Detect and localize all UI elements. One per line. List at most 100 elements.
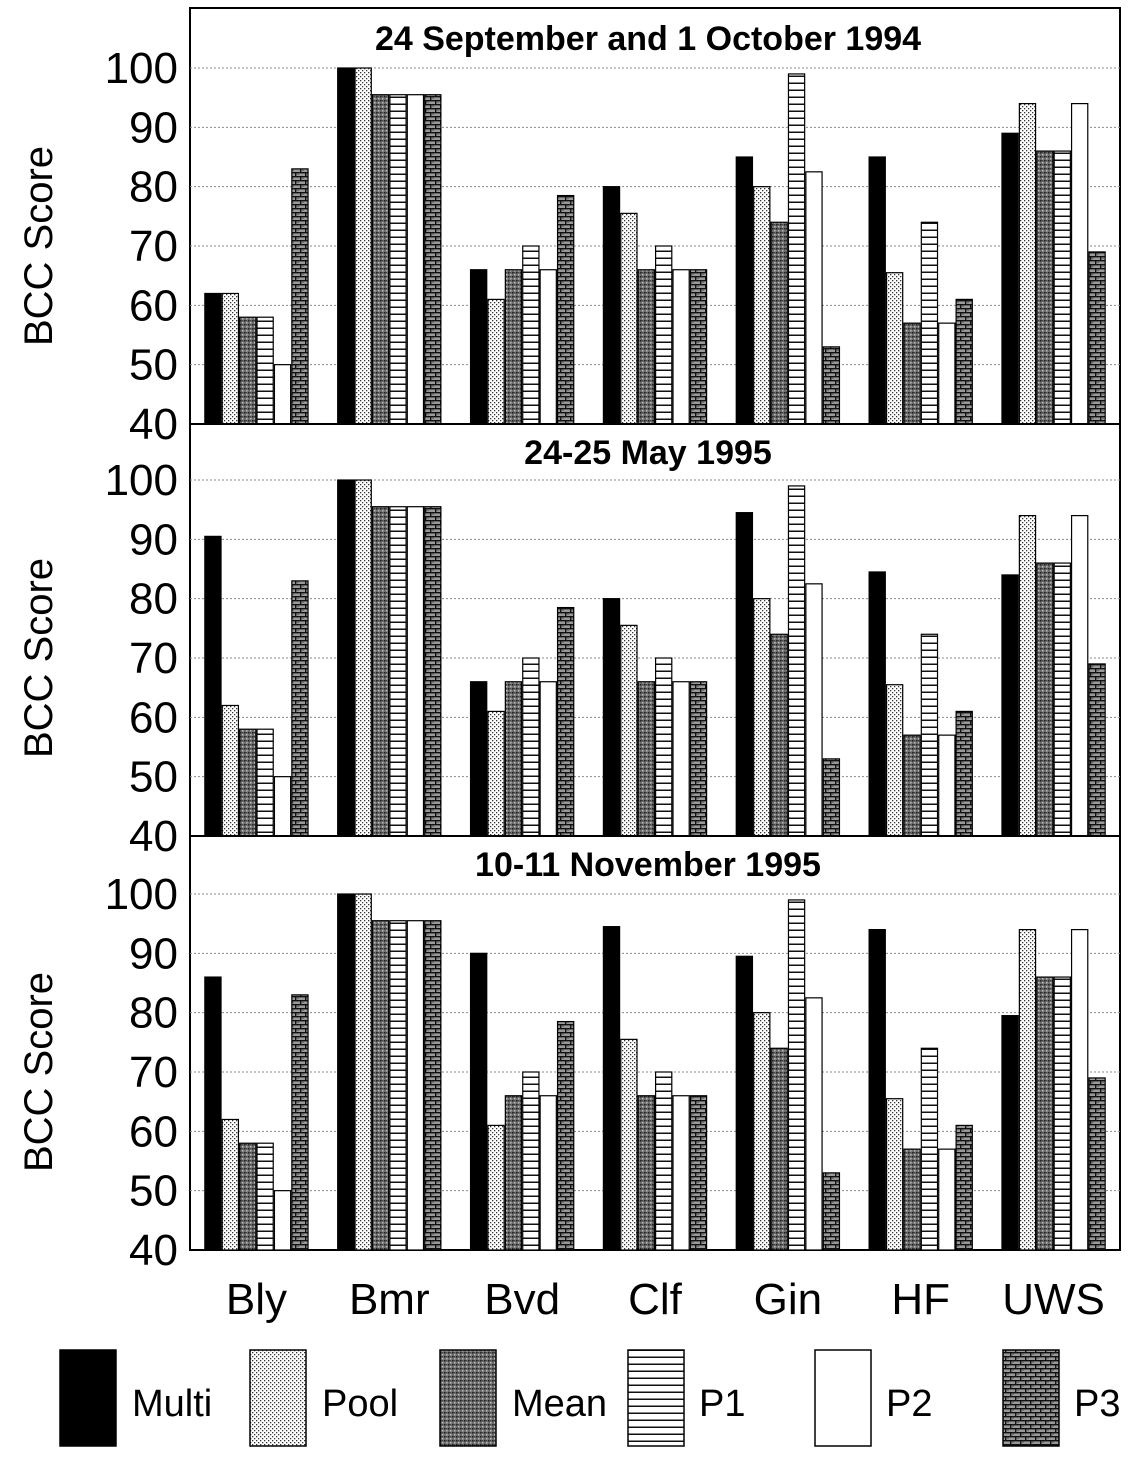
bar-p2-clf bbox=[672, 1095, 690, 1251]
bar-p1-uws bbox=[1053, 150, 1071, 425]
bar-pool-gin bbox=[753, 186, 771, 425]
y-tick-label: 70 bbox=[129, 222, 178, 271]
bar-p3-uws bbox=[1088, 251, 1106, 425]
y-axis-label: BCC Score bbox=[17, 146, 61, 346]
y-axis-label: BCC Score bbox=[17, 972, 61, 1172]
bar-multi-clf bbox=[602, 186, 621, 425]
bar-p1-hf bbox=[920, 633, 939, 837]
y-tick-label: 90 bbox=[129, 103, 178, 152]
bar-p1-bly bbox=[256, 316, 274, 425]
bar-mean-bmr bbox=[371, 920, 390, 1251]
bar-pool-hf bbox=[885, 1098, 904, 1251]
legend-swatch bbox=[439, 1349, 497, 1447]
y-tick-label: 60 bbox=[129, 281, 178, 330]
bar-p1-clf bbox=[654, 657, 673, 837]
panel-title: 10-11 November 1995 bbox=[475, 846, 821, 884]
bar-mean-bmr bbox=[371, 506, 390, 837]
bar-pool-gin bbox=[753, 598, 771, 837]
legend-swatch bbox=[814, 1349, 872, 1447]
bar-p2-bmr bbox=[406, 94, 425, 425]
bar-mean-bvd bbox=[504, 269, 523, 425]
bar-pool-bly bbox=[221, 292, 240, 425]
bar-p2-bly bbox=[273, 776, 292, 837]
bar-multi-bmr bbox=[337, 479, 355, 837]
bar-multi-gin bbox=[735, 156, 754, 425]
bar-p3-bly bbox=[291, 994, 309, 1251]
legend-label: P2 bbox=[886, 1383, 932, 1425]
bar-p2-bmr bbox=[406, 920, 425, 1251]
bar-multi-hf bbox=[868, 571, 886, 837]
y-tick-label: 70 bbox=[129, 634, 178, 683]
bar-multi-uws bbox=[1001, 574, 1019, 837]
bar-pool-bmr bbox=[354, 67, 372, 425]
bar-pool-hf bbox=[885, 272, 904, 425]
x-tick-label: HF bbox=[891, 1275, 950, 1324]
bar-p3-bvd bbox=[556, 1020, 575, 1251]
legend-item-multi: Multi bbox=[59, 1349, 212, 1447]
bar-p2-bvd bbox=[539, 1095, 557, 1251]
bar-mean-hf bbox=[903, 1148, 921, 1251]
bar-multi-bvd bbox=[469, 269, 488, 425]
bar-pool-bly bbox=[221, 1118, 240, 1251]
panel-title: 24-25 May 1995 bbox=[524, 434, 772, 472]
chart-panel-3: 40 50 60 70 80 90 100 BCC Score 10-11 November 1… bbox=[17, 835, 1121, 1275]
bar-pool-clf bbox=[620, 212, 638, 425]
legend-item-p1: P1 bbox=[627, 1349, 745, 1447]
bar-p2-clf bbox=[672, 681, 690, 837]
legend-item-pool: Pool bbox=[249, 1349, 398, 1447]
bar-p3-gin bbox=[822, 1172, 841, 1251]
bar-p3-bmr bbox=[424, 506, 442, 837]
y-tick-label: 100 bbox=[105, 870, 178, 919]
y-tick-label: 80 bbox=[129, 989, 178, 1038]
panel-title: 24 September and 1 October 1994 bbox=[375, 20, 921, 58]
y-tick-label: 90 bbox=[129, 515, 178, 564]
bar-multi-bly bbox=[204, 535, 222, 837]
bar-p3-clf bbox=[689, 681, 708, 837]
bar-multi-bvd bbox=[469, 952, 488, 1251]
bar-multi-hf bbox=[868, 156, 886, 425]
bar-group bbox=[204, 479, 1106, 837]
bar-multi-bvd bbox=[469, 681, 488, 837]
bar-p3-hf bbox=[955, 1124, 973, 1251]
bar-p1-bvd bbox=[522, 657, 540, 837]
bar-pool-bvd bbox=[487, 1124, 505, 1251]
bar-p1-bvd bbox=[522, 1071, 540, 1251]
bar-p3-bmr bbox=[424, 94, 442, 425]
y-tick-label: 50 bbox=[129, 1167, 178, 1216]
bar-pool-uws bbox=[1018, 102, 1037, 425]
bar-mean-gin bbox=[770, 633, 788, 837]
bar-multi-bly bbox=[204, 292, 222, 425]
bar-pool-bvd bbox=[487, 710, 505, 837]
y-tick-label: 80 bbox=[129, 575, 178, 624]
bar-p1-uws bbox=[1053, 976, 1071, 1251]
bar-pool-clf bbox=[620, 1038, 638, 1251]
y-tick-label: 40 bbox=[129, 812, 178, 861]
x-tick-label: Bmr bbox=[349, 1275, 430, 1324]
bar-pool-uws bbox=[1018, 514, 1037, 837]
bar-p1-gin bbox=[787, 73, 806, 425]
chart-panel-2: 40 50 60 70 80 90 100 BCC Score 24-25 May 1995 bbox=[17, 423, 1121, 861]
bar-p3-gin bbox=[822, 758, 841, 837]
bar-mean-clf bbox=[637, 269, 656, 425]
bar-multi-clf bbox=[602, 598, 621, 837]
bar-mean-bly bbox=[239, 1142, 257, 1251]
y-tick-label: 50 bbox=[129, 341, 178, 390]
bar-p1-bmr bbox=[389, 506, 407, 837]
bar-mean-bmr bbox=[371, 94, 390, 425]
y-tick-label: 70 bbox=[129, 1048, 178, 1097]
bar-pool-bmr bbox=[354, 479, 372, 837]
legend-swatch bbox=[59, 1349, 117, 1447]
bar-p2-uws bbox=[1070, 928, 1089, 1251]
bar-p2-hf bbox=[938, 1148, 956, 1251]
legend-item-mean: Mean bbox=[439, 1349, 607, 1447]
legend-label: Mean bbox=[512, 1383, 607, 1425]
bar-mean-uws bbox=[1036, 150, 1054, 425]
bar-p3-clf bbox=[689, 1095, 708, 1251]
bar-mean-uws bbox=[1036, 562, 1054, 837]
chart-panel-1: 40 50 60 70 80 90 100 BCC Score 24 September and… bbox=[17, 7, 1121, 449]
legend-swatch bbox=[249, 1349, 307, 1447]
bar-multi-bmr bbox=[337, 67, 355, 425]
bar-p1-clf bbox=[654, 1071, 673, 1251]
y-tick-label: 50 bbox=[129, 753, 178, 802]
y-tick-label: 40 bbox=[129, 400, 178, 449]
